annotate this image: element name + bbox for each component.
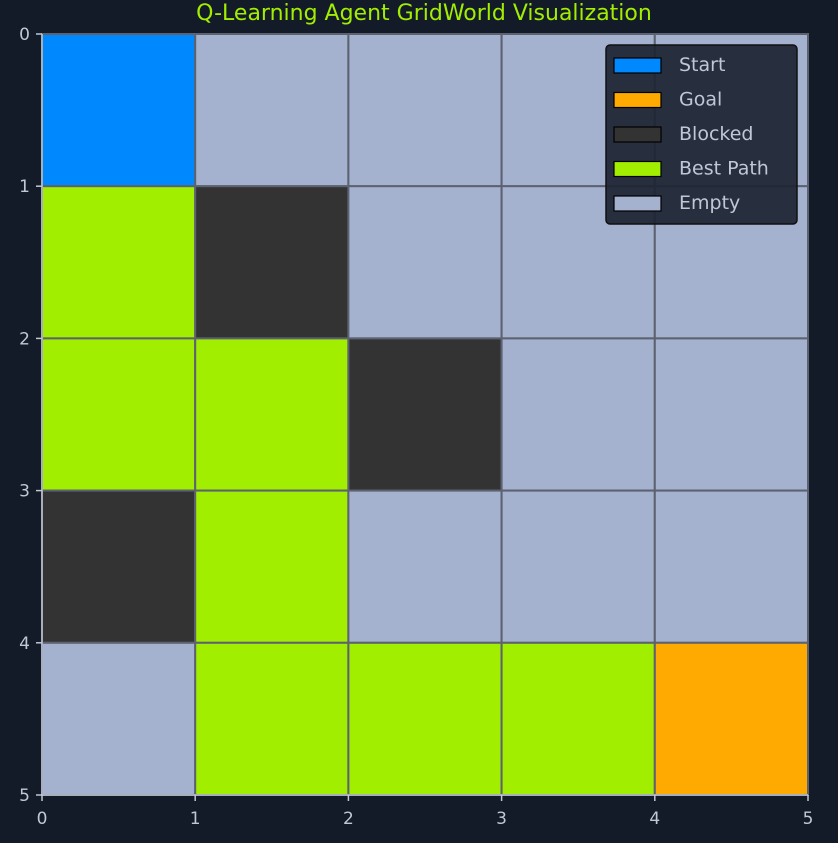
grid-cell-0-0	[41, 33, 197, 188]
y-tick-label: 0	[19, 25, 30, 45]
grid-cell-3-0	[41, 489, 197, 644]
grid-cell-2-4	[653, 337, 809, 492]
legend-swatch-goal	[613, 91, 662, 109]
y-tick-label: 5	[19, 786, 30, 806]
grid-cell-4-1	[194, 641, 350, 796]
grid-cell-2-0	[41, 337, 197, 492]
grid-cell-3-4	[653, 489, 809, 644]
x-tick-label: 3	[496, 809, 507, 829]
grid-cell-2-1	[194, 337, 350, 492]
legend-label-start: Start	[679, 54, 725, 76]
grid-cell-0-1	[194, 33, 350, 188]
legend-label-goal: Goal	[679, 89, 722, 111]
grid-cell-4-4	[653, 641, 809, 796]
legend-swatch-path	[613, 160, 662, 178]
grid-cell-1-1	[194, 185, 350, 340]
x-tick-label: 2	[343, 809, 354, 829]
grid-cell-0-2	[347, 33, 503, 188]
x-tick-label: 5	[803, 809, 814, 829]
grid-cell-4-0	[41, 641, 197, 796]
y-tick-label: 4	[19, 634, 30, 654]
grid-cell-2-2	[347, 337, 503, 492]
grid-cell-1-0	[41, 185, 197, 340]
legend-label-path: Best Path	[679, 158, 769, 180]
grid-cell-1-2	[347, 185, 503, 340]
legend-label-blocked: Blocked	[679, 123, 753, 145]
x-tick-label: 4	[649, 809, 660, 829]
y-tick-label: 2	[19, 329, 30, 349]
legend-box	[605, 44, 798, 225]
grid-cells	[41, 33, 809, 796]
grid-cell-2-3	[500, 337, 656, 492]
grid-cell-4-3	[500, 641, 656, 796]
legend-swatch-start	[613, 57, 662, 74]
x-tick-label: 1	[190, 809, 201, 829]
y-tick-label: 3	[19, 482, 30, 502]
legend-label-empty: Empty	[679, 192, 740, 214]
grid-cell-3-1	[194, 489, 350, 644]
chart-title: Q-Learning Agent GridWorld Visualization	[196, 1, 652, 26]
grid-cell-3-2	[347, 489, 503, 644]
x-tick-label: 0	[37, 809, 48, 829]
grid-cell-3-3	[500, 489, 656, 644]
chart-legend: Start Goal Blocked Best Path Empty	[605, 44, 798, 225]
grid-cell-4-2	[347, 641, 503, 796]
legend-swatch-blocked	[613, 126, 662, 143]
y-tick-label: 1	[19, 177, 30, 197]
legend-swatch-empty	[613, 195, 662, 212]
